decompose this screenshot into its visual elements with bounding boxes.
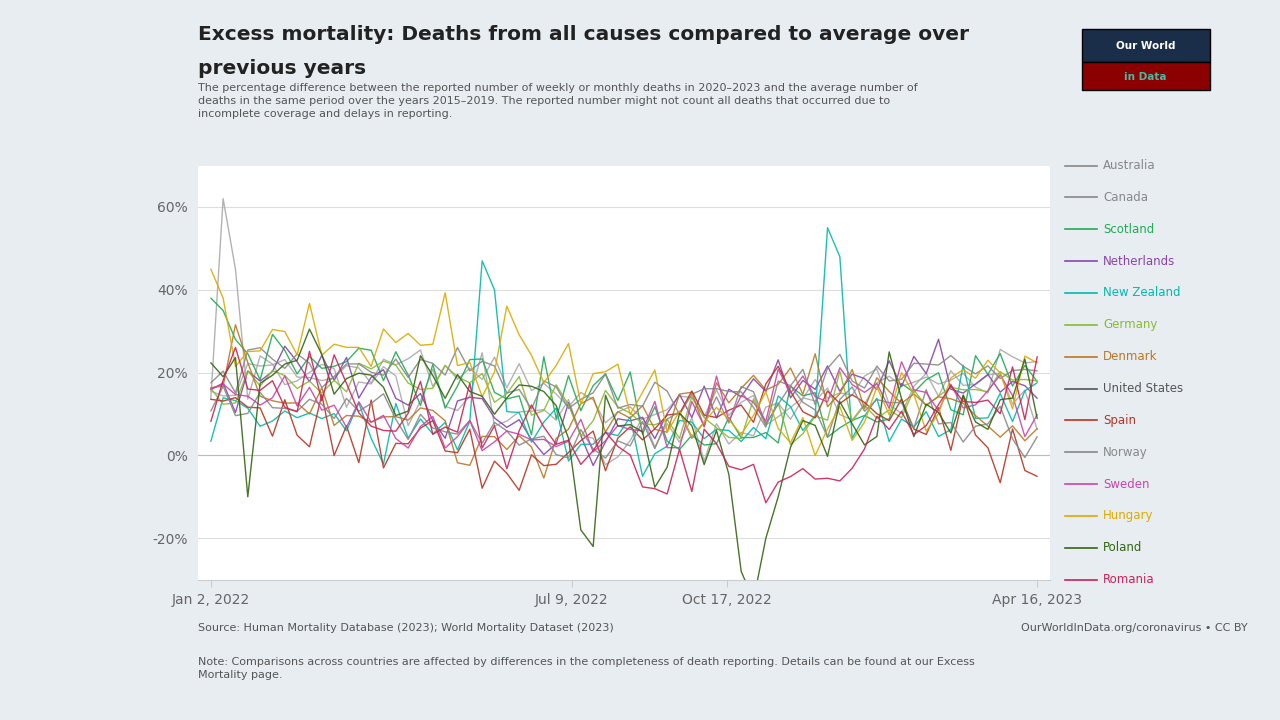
Text: Netherlands: Netherlands xyxy=(1103,255,1175,268)
Text: Sweden: Sweden xyxy=(1103,477,1149,490)
FancyBboxPatch shape xyxy=(1082,29,1210,63)
Text: OurWorldInData.org/coronavirus • CC BY: OurWorldInData.org/coronavirus • CC BY xyxy=(1021,623,1248,633)
Text: previous years: previous years xyxy=(198,59,366,78)
Text: Spain: Spain xyxy=(1103,414,1137,427)
Text: Germany: Germany xyxy=(1103,318,1157,331)
Text: Scotland: Scotland xyxy=(1103,222,1155,235)
Text: Our World: Our World xyxy=(1116,41,1175,51)
Text: The percentage difference between the reported number of weekly or monthly death: The percentage difference between the re… xyxy=(198,83,918,120)
Text: in Data: in Data xyxy=(1124,71,1167,81)
Text: Source: Human Mortality Database (2023); World Mortality Dataset (2023): Source: Human Mortality Database (2023);… xyxy=(198,623,614,633)
Text: Romania: Romania xyxy=(1103,573,1155,586)
FancyBboxPatch shape xyxy=(1082,63,1210,90)
Text: Australia: Australia xyxy=(1103,159,1156,172)
Text: Excess mortality: Deaths from all causes compared to average over: Excess mortality: Deaths from all causes… xyxy=(198,25,969,44)
Text: Canada: Canada xyxy=(1103,191,1148,204)
Text: Norway: Norway xyxy=(1103,446,1148,459)
Text: Poland: Poland xyxy=(1103,541,1143,554)
Text: United States: United States xyxy=(1103,382,1184,395)
Text: New Zealand: New Zealand xyxy=(1103,287,1181,300)
Text: Hungary: Hungary xyxy=(1103,510,1153,523)
Text: Note: Comparisons across countries are affected by differences in the completene: Note: Comparisons across countries are a… xyxy=(198,657,975,680)
Text: Denmark: Denmark xyxy=(1103,350,1158,363)
